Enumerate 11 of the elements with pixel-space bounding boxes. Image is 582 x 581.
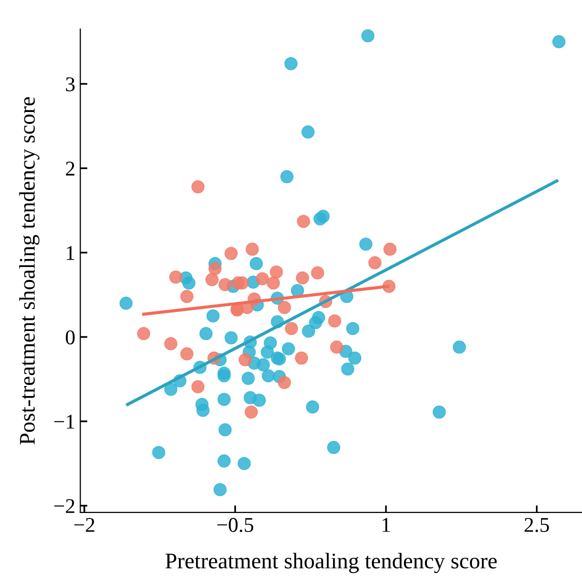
x-tick-label: 1 <box>382 518 390 532</box>
y-tick-label: 2 <box>66 162 74 176</box>
x-tick-label: −0.5 <box>217 518 254 532</box>
y-tick-label: −1 <box>54 414 74 429</box>
x-tick-label: 2.5 <box>524 518 549 532</box>
y-tick-label: 1 <box>66 246 74 260</box>
y-tick-label: 3 <box>66 77 75 92</box>
y-tick-label: −2 <box>54 499 74 513</box>
y-axis-title: Post-treatment shoaling tendency score <box>19 97 40 444</box>
y-tick-label: 0 <box>66 330 75 344</box>
x-axis-title: Pretreatment shoaling tendency score <box>165 552 497 574</box>
